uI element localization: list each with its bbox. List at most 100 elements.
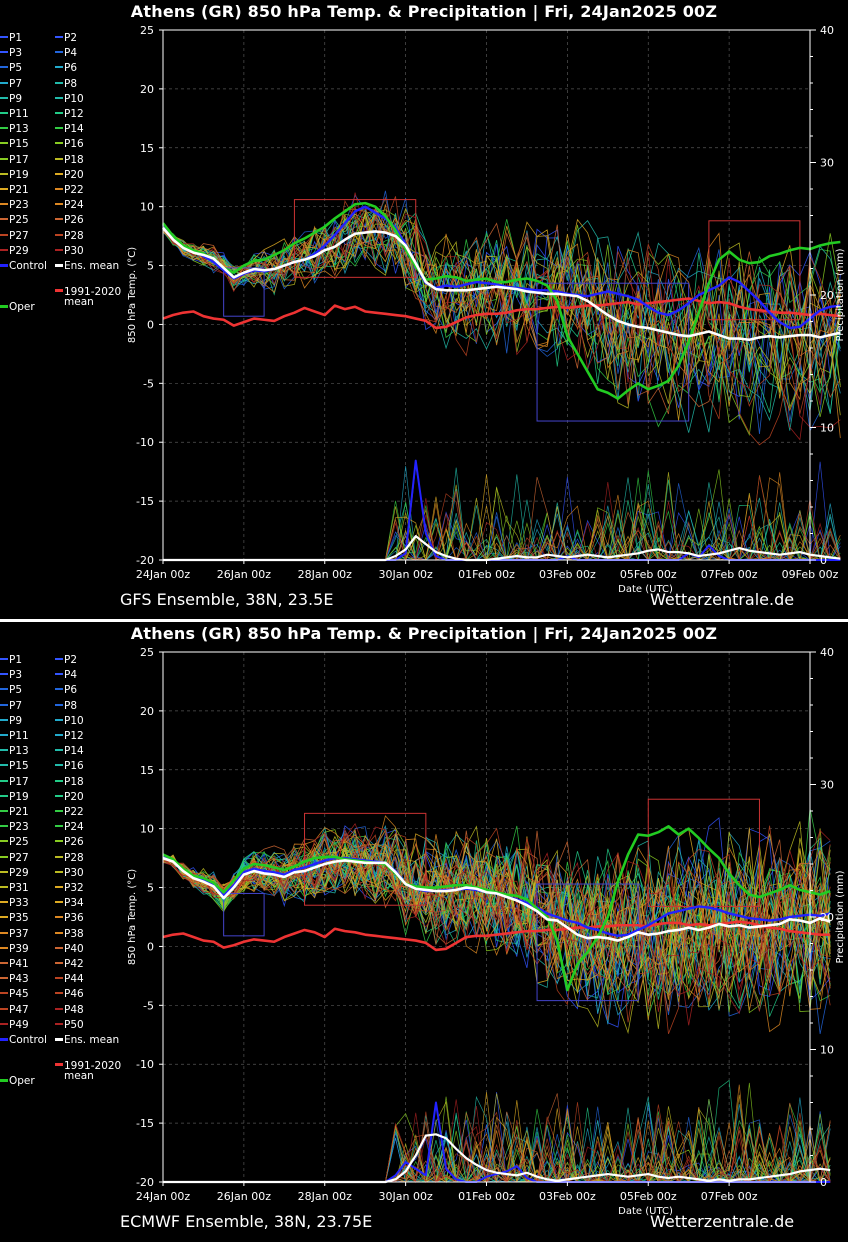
legend-label: P30 (64, 866, 84, 879)
legend-label: P50 (64, 1018, 84, 1031)
legend-item-p22: P22 (55, 806, 84, 818)
member-precip-P2 (163, 1103, 831, 1183)
legend-item-p29: P29 (0, 245, 29, 257)
legend-item-p27: P27 (0, 230, 29, 242)
legend-label: P21 (9, 806, 29, 818)
legend-label: P43 (9, 973, 29, 986)
legend-label: Oper (9, 301, 35, 314)
member-precip-P49 (163, 1099, 831, 1183)
legend-item-p22: P22 (55, 184, 84, 196)
legend-swatch (0, 977, 8, 980)
legend-label: P7 (9, 77, 23, 90)
x-tick-label: 03Feb 00z (539, 1190, 596, 1203)
legend-swatch (0, 203, 8, 206)
legend-label: P3 (9, 669, 23, 682)
legend-swatch (0, 263, 8, 267)
legend-label: P12 (64, 730, 84, 742)
gfs-panel: Athens (GR) 850 hPa Temp. & Precipitatio… (0, 0, 848, 620)
legend-item-p26: P26 (55, 836, 84, 848)
legend-item-p50: P50 (55, 1019, 84, 1031)
legend-swatch (0, 51, 8, 54)
legend-item-p26: P26 (55, 214, 84, 226)
legend-item-p11: P11 (0, 108, 29, 120)
legend-label: P2 (64, 654, 78, 666)
legend-label: P4 (64, 669, 78, 682)
legend-swatch (55, 142, 63, 145)
legend-swatch (55, 779, 63, 782)
ecmwf-panel: Athens (GR) 850 hPa Temp. & Precipitatio… (0, 622, 848, 1242)
legend-item-p21: P21 (0, 184, 29, 196)
legend-item-p40: P40 (55, 943, 84, 955)
x-tick-label: 05Feb 00z (620, 1190, 677, 1203)
legend-item-p14: P14 (55, 745, 84, 757)
legend-item-p3: P3 (0, 47, 22, 59)
member-precip-P45 (163, 1102, 831, 1184)
legend-swatch (55, 66, 63, 69)
legend-item-p31: P31 (0, 882, 29, 894)
legend-item-p1: P1 (0, 654, 22, 666)
y-tick-label: -15 (136, 495, 154, 508)
y2-tick-label: 30 (820, 157, 834, 170)
legend-label: P33 (9, 897, 29, 910)
legend-swatch (0, 658, 8, 660)
legend-swatch (0, 81, 8, 84)
legend-swatch (0, 36, 8, 38)
member-precip-P11 (163, 1112, 831, 1183)
legend-label: P28 (64, 229, 84, 242)
member-precip-P33 (163, 1094, 831, 1183)
legend-item-p23: P23 (0, 199, 29, 211)
legend-swatch (55, 992, 63, 995)
legend-item-p28: P28 (55, 230, 84, 242)
member-line-P28 (162, 825, 831, 1035)
legend-swatch (0, 673, 8, 676)
legend-label: P12 (64, 108, 84, 120)
warm-anomaly-box (708, 220, 801, 321)
legend-label: P26 (64, 214, 84, 227)
member-line-P21 (162, 213, 841, 407)
legend-swatch (55, 289, 63, 293)
legend-label: P32 (64, 882, 84, 894)
legend-item-p34: P34 (55, 897, 84, 909)
member-line-P27 (162, 205, 841, 420)
legend-item-p9: P9 (0, 715, 22, 727)
y-tick-label: 20 (140, 705, 154, 718)
member-line-P44 (162, 832, 831, 996)
y-axis-label: 850 hPa Temp. (°C) (127, 869, 138, 965)
legend-swatch (55, 172, 63, 175)
legend-label: P9 (9, 92, 23, 105)
legend-swatch (55, 977, 63, 980)
legend-label: P7 (9, 699, 23, 712)
legend-label: P24 (64, 821, 84, 834)
legend-label: P1 (9, 654, 23, 666)
legend-item-ens-mean: Ens. mean (55, 1034, 119, 1046)
legend-swatch (55, 794, 63, 797)
y-tick-label: -20 (136, 554, 154, 567)
legend-label: P10 (64, 92, 84, 105)
legend-item-p7: P7 (0, 700, 22, 712)
y-tick-label: 5 (147, 882, 154, 895)
legend-label: P22 (64, 184, 84, 196)
legend-swatch (55, 1037, 63, 1041)
ecmwf-chart-svg: 25 20 15 10 5 0 -5 -10 -15 -20 40 30 20 10 0 24Jan 00z 2… (127, 646, 846, 1217)
legend-swatch (0, 127, 8, 130)
y-tick-label: -5 (143, 377, 154, 390)
legend-swatch (55, 112, 63, 114)
member-line-P46 (162, 834, 831, 1007)
legend-label: P35 (9, 912, 29, 925)
x-tick-label: 28Jan 00z (298, 568, 352, 581)
legend-swatch (55, 688, 63, 691)
legend-swatch (55, 96, 63, 99)
y-tick-label: 25 (140, 646, 154, 659)
legend-label: Oper (9, 1075, 35, 1088)
legend-label: P5 (9, 684, 23, 697)
legend-swatch (55, 248, 63, 251)
legend-swatch (55, 931, 63, 934)
legend-label: P20 (64, 168, 84, 181)
legend-item-p27: P27 (0, 852, 29, 864)
legend-label: P36 (64, 912, 84, 925)
legend-label: 1991-2020 (64, 285, 122, 298)
legend-item-p17: P17 (0, 154, 29, 166)
member-precip-P41 (163, 1112, 831, 1183)
member-line-P31 (162, 835, 831, 1000)
y-tick-label: 0 (147, 318, 154, 331)
